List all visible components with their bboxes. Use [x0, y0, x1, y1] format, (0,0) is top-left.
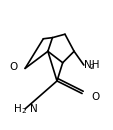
Text: H: H: [14, 104, 21, 114]
Text: 2: 2: [22, 108, 26, 114]
Text: NH: NH: [83, 60, 98, 70]
Text: 2: 2: [89, 64, 94, 70]
Text: N: N: [29, 104, 37, 114]
Text: O: O: [90, 92, 99, 102]
Text: O: O: [9, 62, 17, 72]
